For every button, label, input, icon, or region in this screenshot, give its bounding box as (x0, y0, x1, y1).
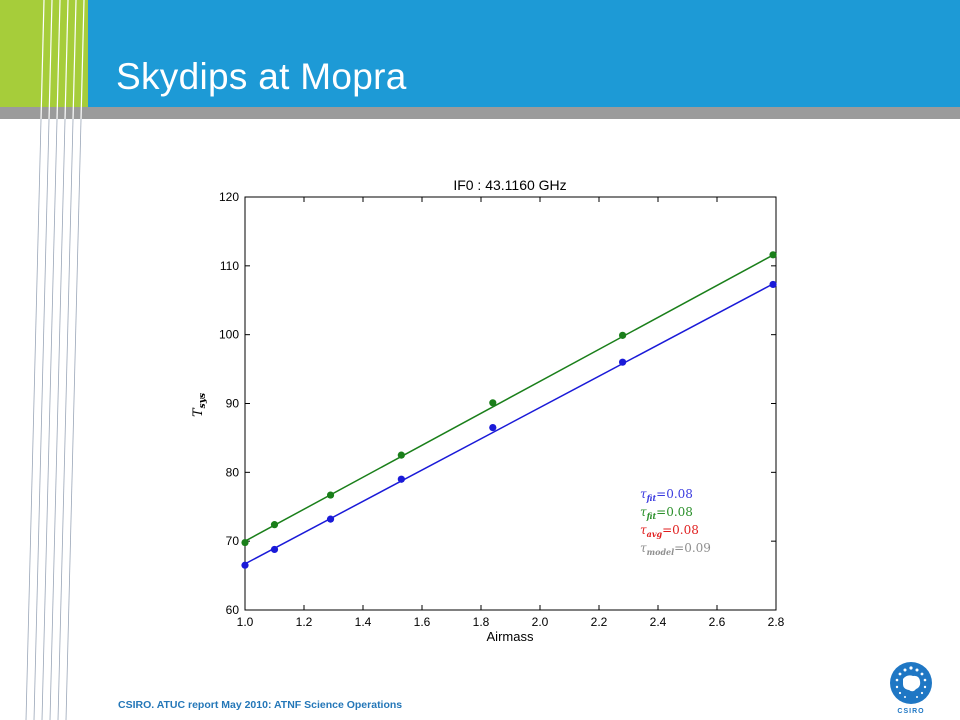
legend-entry: τfit=0.08 (640, 487, 693, 503)
data-point-1 (270, 521, 279, 529)
chart: IF0 : 43.1160 GHz 1.0 1.2 1.4 1.6 1.8 2.0 2.2 2… (191, 177, 785, 644)
data-point-0 (270, 545, 279, 554)
data-point-0 (769, 280, 777, 289)
x-tick-label: 1.4 (355, 615, 372, 629)
data-point-1 (397, 451, 405, 459)
data-point-0 (619, 358, 627, 366)
axis-ticks: 1.0 1.2 1.4 1.6 1.8 2.0 2.2 2.4 2.6 2.8 60 70 80 90 10… (219, 190, 785, 629)
csiro-logo-text: CSIRO (897, 708, 924, 715)
footer-text: CSIRO. ATUC report May 2010: ATNF Scienc… (118, 699, 403, 711)
x-tick-label: 1.0 (237, 615, 254, 629)
data-point-0 (489, 423, 497, 432)
x-tick-label: 1.8 (473, 615, 490, 629)
header-band (0, 0, 960, 107)
y-tick-label: 60 (226, 603, 240, 617)
data-point-0 (241, 561, 249, 569)
legend-entry: τavg=0.08 (640, 523, 699, 539)
x-tick-label: 2.6 (709, 615, 726, 629)
y-tick-label: 70 (226, 534, 240, 548)
chart-title: IF0 : 43.1160 GHz (453, 177, 566, 193)
fit-line-1 (244, 252, 777, 542)
csiro-logo: CSIRO (890, 662, 932, 715)
x-axis-label: Airmass (487, 629, 534, 644)
x-tick-label: 1.2 (296, 615, 313, 629)
x-tick-label: 1.6 (414, 615, 431, 629)
data-point-0 (397, 475, 405, 483)
decorative-lines (25, 0, 85, 720)
data-point-1 (769, 251, 777, 259)
legend: τfit=0.08 τfit=0.08 τavg=0.08 τmodel=0.09 (640, 487, 711, 557)
x-tick-label: 2.4 (650, 615, 667, 629)
x-tick-label: 2.8 (768, 615, 785, 629)
y-tick-label: 120 (219, 190, 239, 204)
data-point-1 (241, 538, 249, 547)
data-point-1 (326, 491, 335, 499)
data-point-0 (326, 515, 335, 523)
legend-entry: τmodel=0.09 (640, 541, 711, 557)
x-tick-label: 2.0 (532, 615, 549, 629)
y-tick-label: 90 (226, 397, 240, 411)
fit-line-0 (244, 281, 777, 565)
y-axis-label: Tsys (191, 393, 208, 417)
data-points (241, 251, 777, 569)
legend-entry: τfit=0.08 (640, 505, 693, 521)
y-tick-label: 100 (219, 328, 239, 342)
header-divider (0, 107, 960, 119)
y-tick-label: 80 (226, 465, 240, 479)
data-point-1 (619, 331, 627, 339)
fit-lines (244, 252, 777, 565)
slide-title: Skydips at Mopra (116, 56, 407, 97)
data-point-1 (489, 399, 497, 407)
x-tick-label: 2.2 (591, 615, 608, 629)
y-tick-label: 110 (220, 259, 239, 273)
